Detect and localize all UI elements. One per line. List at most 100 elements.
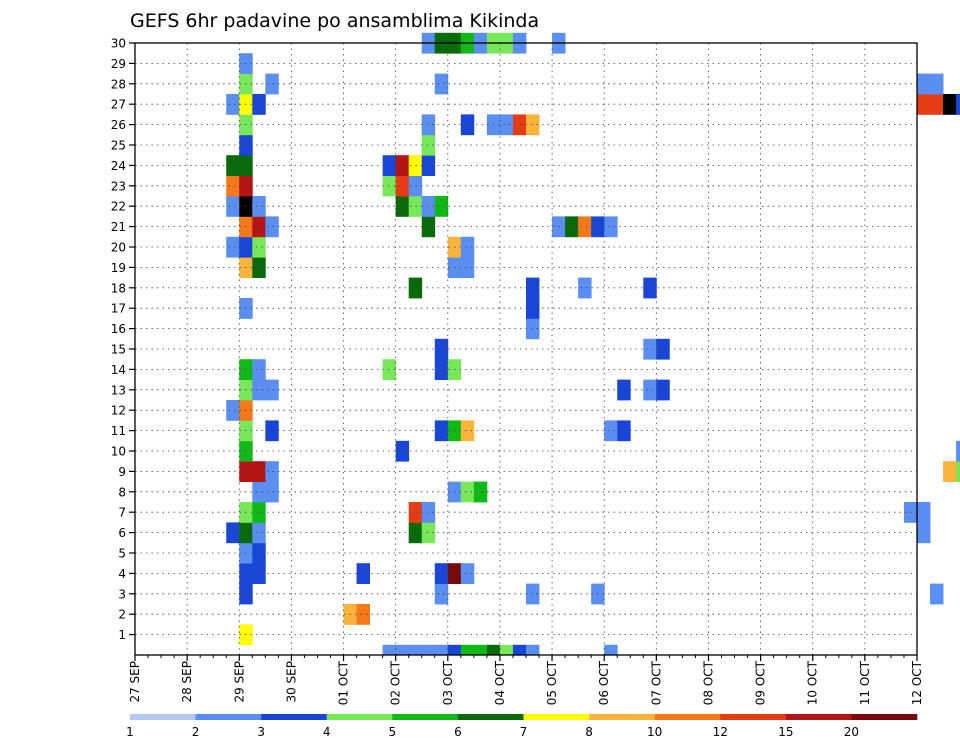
colorbar-label: 4	[323, 725, 331, 739]
x-tick-label: 08 OCT	[701, 660, 715, 705]
heatmap-cell	[252, 236, 266, 258]
heatmap-cell	[643, 379, 657, 401]
heatmap-cell	[460, 257, 475, 278]
heatmap-cell	[252, 522, 266, 544]
y-tick-label: 3	[118, 587, 126, 601]
heatmap-cell	[604, 420, 618, 442]
heatmap-cell	[408, 502, 423, 523]
heatmap-cell	[604, 644, 618, 656]
heatmap-cell	[473, 481, 488, 503]
heatmap-cell	[943, 461, 957, 482]
heatmap-cell	[252, 216, 266, 238]
heatmap-cell	[252, 563, 266, 584]
heatmap-cell	[512, 114, 527, 136]
y-tick-label: 27	[111, 98, 126, 112]
y-tick-label: 7	[118, 506, 126, 520]
heatmap-cell	[226, 155, 240, 176]
heatmap-cell	[252, 461, 266, 482]
heatmap-cell	[460, 114, 475, 136]
heatmap-cell	[643, 338, 657, 360]
colorbar-segment	[326, 714, 393, 720]
y-tick-label: 12	[111, 404, 126, 418]
colorbar-label: 12	[713, 725, 728, 739]
heatmap-cell	[421, 216, 436, 238]
heatmap-cell	[917, 502, 931, 523]
y-tick-label: 28	[111, 77, 126, 91]
y-tick-label: 9	[118, 465, 126, 479]
colorbar-segment	[195, 714, 262, 720]
heatmap-cell	[356, 563, 370, 584]
heatmap-cell	[265, 379, 279, 401]
heatmap-cell	[226, 522, 240, 544]
grid-lines	[134, 42, 918, 655]
heatmap-cell	[252, 379, 266, 401]
heatmap-cell	[421, 155, 436, 176]
colorbar-segment	[523, 714, 590, 720]
heatmap-cell	[265, 481, 279, 503]
x-tick-label: 11 OCT	[858, 660, 872, 705]
heatmap-cell	[917, 522, 931, 544]
heatmap-cell	[434, 359, 449, 380]
heatmap-cell	[252, 542, 266, 564]
heatmap-cell	[408, 644, 423, 656]
y-tick-label: 18	[111, 281, 126, 295]
x-tick-label: 28 SEP	[180, 661, 194, 703]
heatmap-cell	[252, 94, 266, 115]
heatmap-cell	[565, 216, 579, 238]
colorbar-label: 20	[844, 725, 859, 739]
heatmap-cell	[226, 94, 240, 115]
heatmap-cell	[643, 277, 657, 299]
heatmap-cell	[226, 236, 240, 258]
x-tick-label: 01 OCT	[337, 660, 351, 705]
heatmap-cell	[617, 420, 631, 442]
heatmap-cell	[252, 502, 266, 523]
y-tick-label: 1	[118, 628, 126, 642]
colorbar-label: 2	[192, 725, 200, 739]
heatmap-cell	[460, 644, 475, 656]
x-tick-label: 04 OCT	[493, 660, 507, 705]
x-tick-label: 29 SEP	[232, 661, 246, 703]
y-tick-label: 26	[111, 118, 126, 132]
x-tick-label: 02 OCT	[389, 660, 403, 705]
heatmap-cell	[395, 175, 410, 197]
y-tick-label: 29	[111, 57, 126, 71]
heatmap-cell	[265, 420, 279, 442]
heatmap-cell	[604, 216, 618, 238]
colorbar-segment	[589, 714, 655, 720]
heatmap-cell	[434, 563, 449, 584]
chart-title: GEFS 6hr padavine po ansamblima Kikinda	[130, 10, 539, 32]
heatmap-cell	[265, 461, 279, 482]
colorbar-label: 10	[647, 725, 662, 739]
heatmap-cell	[395, 155, 410, 176]
colorbar-label: 6	[454, 725, 462, 739]
heatmap-cell	[395, 196, 410, 217]
heatmap-cell	[447, 644, 462, 656]
colorbar-segment	[130, 714, 196, 720]
x-tick-label: 06 OCT	[597, 660, 611, 705]
heatmap-cell	[265, 216, 279, 238]
x-tick-label: 07 OCT	[649, 660, 663, 705]
heatmap-cell	[421, 522, 436, 544]
heatmap-cell	[265, 73, 279, 95]
heatmap-cell	[252, 196, 266, 217]
heatmap-cell	[512, 644, 527, 656]
colorbar-label: 7	[520, 725, 528, 739]
heatmap-cell	[226, 196, 240, 217]
heatmap-cell	[421, 502, 436, 523]
heatmap-cell	[460, 236, 475, 258]
heatmap-cell	[460, 481, 475, 503]
y-tick-label: 11	[111, 424, 126, 438]
y-tick-label: 4	[118, 567, 126, 581]
y-tick-label: 15	[111, 343, 126, 357]
heatmap-cell	[473, 644, 488, 656]
y-tick-label: 20	[111, 241, 126, 255]
y-tick-label: 14	[111, 363, 126, 377]
colorbar-segment	[392, 714, 459, 720]
heatmap-cell	[917, 73, 931, 95]
heatmap-cell	[460, 563, 475, 584]
colorbar-segment	[785, 714, 852, 720]
heatmap-cell	[356, 604, 370, 625]
y-tick-label: 16	[111, 322, 126, 336]
heatmap-cell	[408, 522, 423, 544]
